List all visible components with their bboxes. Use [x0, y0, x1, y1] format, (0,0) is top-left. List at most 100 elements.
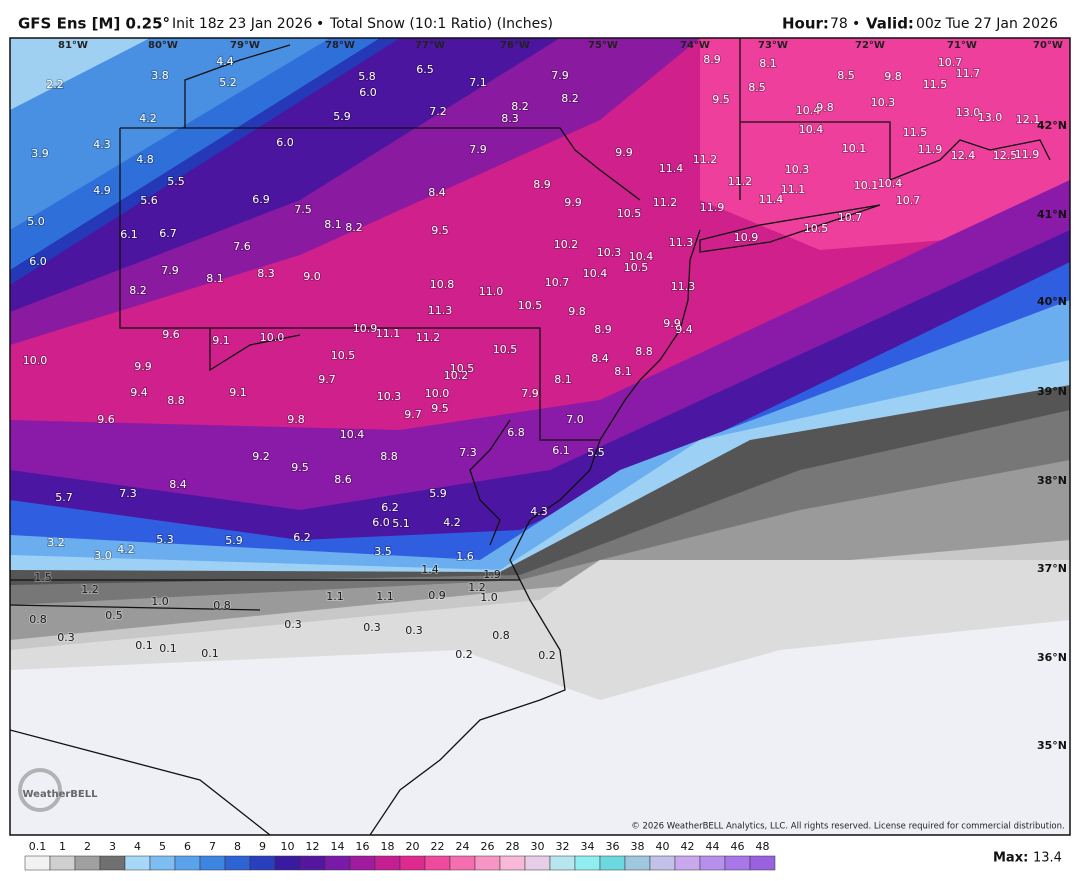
point-value: 8.1 [759, 57, 777, 70]
point-value: 10.9 [734, 231, 759, 244]
point-value: 10.0 [425, 387, 450, 400]
point-value: 10.7 [896, 194, 921, 207]
point-value: 6.1 [120, 228, 138, 241]
point-value: 10.2 [554, 238, 579, 251]
point-value: 0.2 [538, 649, 556, 662]
point-value: 12.5 [993, 149, 1018, 162]
longitude-label: 71°W [947, 40, 977, 51]
point-value: 1.2 [468, 581, 486, 594]
point-value: 5.0 [27, 215, 45, 228]
point-value: 10.1 [854, 179, 879, 192]
point-value: 9.5 [431, 402, 449, 415]
point-value: 1.9 [483, 568, 501, 581]
legend-label: 14 [331, 840, 345, 853]
legend-swatch [274, 855, 301, 871]
legend-label: 8 [234, 840, 241, 853]
legend-label: 38 [631, 840, 645, 853]
latitude-label: 42°N [1037, 119, 1067, 132]
point-value: 13.0 [956, 106, 981, 119]
point-value: 10.3 [597, 246, 622, 259]
point-value: 8.1 [554, 373, 572, 386]
point-value: 10.1 [842, 142, 867, 155]
legend-label: 28 [506, 840, 520, 853]
point-value: 9.7 [404, 408, 422, 421]
legend-label: 48 [756, 840, 770, 853]
longitude-label: 72°W [855, 40, 885, 51]
valid-time: 00z Tue 27 Jan 2026 [916, 16, 1058, 32]
point-value: 7.9 [469, 143, 487, 156]
legend-swatch [299, 855, 326, 871]
legend-swatch [524, 855, 551, 871]
point-value: 0.3 [284, 618, 302, 631]
point-value: 7.3 [119, 487, 137, 500]
point-value: 1.0 [480, 591, 498, 604]
legend-swatch [249, 855, 276, 871]
point-value: 10.5 [617, 207, 642, 220]
legend-swatch [674, 855, 701, 871]
legend-swatch [49, 855, 76, 871]
point-value: 1.6 [456, 550, 474, 563]
legend-swatch [99, 855, 126, 871]
point-value: 9.9 [615, 146, 633, 159]
point-value: 10.4 [629, 250, 654, 263]
longitude-label: 76°W [500, 40, 530, 51]
point-value: 10.5 [624, 261, 649, 274]
point-value: 10.9 [353, 322, 378, 335]
legend-swatch [74, 855, 101, 871]
point-value: 0.8 [29, 613, 47, 626]
point-value: 9.8 [884, 70, 902, 83]
point-value: 9.9 [134, 360, 152, 373]
point-value: 11.1 [376, 327, 401, 340]
point-value: 4.4 [216, 55, 234, 68]
legend-swatch [574, 855, 601, 871]
point-value: 5.1 [392, 517, 410, 530]
point-value: 9.6 [162, 328, 180, 341]
point-value: 10.3 [377, 390, 402, 403]
point-value: 8.5 [748, 81, 766, 94]
point-value: 0.3 [405, 624, 423, 637]
longitude-label: 79°W [230, 40, 260, 51]
point-value: 10.8 [430, 278, 455, 291]
point-value: 9.4 [130, 386, 148, 399]
point-value: 2.2 [46, 78, 64, 91]
point-value: 6.0 [276, 136, 294, 149]
legend-label: 6 [184, 840, 191, 853]
point-value: 8.8 [167, 394, 185, 407]
hour-label: Hour: [782, 15, 829, 33]
point-value: 11.3 [428, 304, 453, 317]
point-value: 13.0 [978, 111, 1003, 124]
longitude-labels: 81°W 80°W 79°W 78°W 77°W 76°W 75°W 74°W 73°W 72°W… [58, 40, 1063, 51]
point-value: 4.2 [139, 112, 157, 125]
map-frame [9, 37, 1071, 836]
point-value: 5.6 [140, 194, 158, 207]
point-value: 7.3 [459, 446, 477, 459]
point-value: 11.5 [903, 126, 928, 139]
point-value: 11.2 [653, 196, 678, 209]
legend-label: 4 [134, 840, 141, 853]
point-value: 9.0 [303, 270, 321, 283]
latitude-labels: 42°N 41°N 40°N 39°N 38°N 37°N 36°N 35°N [1037, 119, 1067, 752]
point-value: 9.9 [564, 196, 582, 209]
max-value: 13.4 [1033, 851, 1062, 866]
point-value: 0.8 [213, 599, 231, 612]
point-value: 10.4 [583, 267, 608, 280]
legend-swatch [149, 855, 176, 871]
legend-swatch [349, 855, 376, 871]
point-value: 10.7 [938, 56, 963, 69]
point-value: 4.3 [530, 505, 548, 518]
longitude-label: 77°W [415, 40, 445, 51]
point-value: 6.9 [252, 193, 270, 206]
point-value: 5.5 [587, 446, 605, 459]
legend-label: 0.1 [29, 840, 47, 853]
point-value: 7.1 [469, 76, 487, 89]
legend-label: 20 [406, 840, 420, 853]
point-value: 8.4 [591, 352, 609, 365]
point-value: 9.4 [675, 323, 693, 336]
legend-swatch [599, 855, 626, 871]
legend-swatch [449, 855, 476, 871]
point-value: 6.8 [507, 426, 525, 439]
point-value: 8.3 [257, 267, 275, 280]
point-value: 4.3 [93, 138, 111, 151]
legend-label: 18 [381, 840, 395, 853]
